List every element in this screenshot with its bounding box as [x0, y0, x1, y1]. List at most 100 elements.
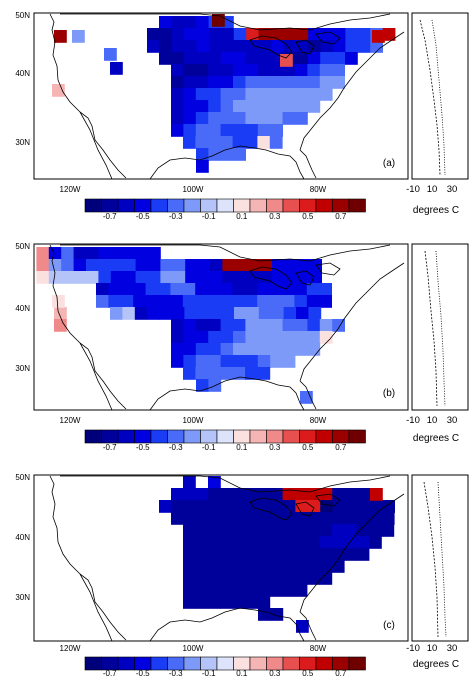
grid-cell [172, 307, 185, 320]
grid-cell [196, 52, 209, 65]
grid-cell [209, 307, 222, 320]
colorbar-box [117, 656, 135, 671]
lon-tick-120w: 120W [60, 416, 81, 425]
grid-cell [207, 136, 221, 149]
grid-cell [148, 247, 161, 260]
grid-cell [307, 512, 321, 525]
grid-cell [283, 40, 297, 53]
coastline-path [315, 262, 341, 276]
profile-line-2 [435, 250, 446, 407]
colorbar-tick-label: -0.7 [103, 212, 117, 221]
colorbar-tick-label: -0.3 [169, 212, 183, 221]
grid-cell [232, 596, 246, 609]
grid-cell [208, 52, 222, 65]
grid-cell [245, 331, 259, 344]
grid-cell [270, 319, 283, 332]
grid-cell [270, 331, 283, 344]
grid-cell [381, 512, 395, 525]
grid-cell [345, 28, 359, 41]
colorbar-tick-label: 0.1 [236, 669, 248, 678]
grid-cell [208, 76, 221, 89]
grid-cell [382, 28, 396, 41]
grid-cell [233, 88, 246, 101]
grid-cell [171, 124, 184, 137]
grid-cell [271, 40, 284, 53]
grid-cell [196, 28, 210, 41]
colorbar-box [84, 198, 102, 213]
colorbar-box [101, 198, 119, 213]
grid-cell [356, 524, 370, 537]
grid-cell [232, 524, 246, 537]
grid-cell [269, 136, 283, 149]
grid-cell [36, 259, 50, 272]
colorbar-tick-label: -0.7 [103, 443, 117, 452]
grid-cell [61, 247, 74, 260]
colorbar-tick-label: 0.5 [302, 443, 314, 452]
grid-cell [220, 355, 234, 368]
grid-cell [295, 64, 308, 77]
grid-cell [208, 319, 221, 332]
grid-cell [283, 500, 296, 513]
grid-cell [221, 40, 235, 53]
grid-cell [319, 560, 333, 573]
map-border [33, 12, 409, 180]
grid-cell [171, 343, 184, 356]
grid-cell [295, 488, 308, 501]
grid-cell [319, 88, 333, 101]
colorbar-box [348, 198, 366, 213]
grid-cell [110, 307, 123, 320]
panel-letter: (a) [383, 158, 395, 169]
grid-cell [207, 524, 221, 537]
grid-cell [110, 247, 124, 260]
grid-cell [270, 112, 283, 125]
grid-cell [233, 319, 246, 332]
grid-cell [282, 512, 296, 525]
grid-cell [257, 319, 271, 332]
grid-cell [208, 124, 221, 137]
grid-cell [269, 536, 283, 549]
grid-cell [295, 28, 309, 41]
grid-cell [294, 560, 308, 573]
grid-cell [232, 283, 246, 296]
grid-cell [184, 28, 197, 41]
grid-cell [183, 524, 196, 537]
coastline-path [299, 493, 405, 641]
grid-cell [172, 271, 186, 284]
units-label: degrees C [413, 205, 459, 216]
grid-cell [295, 52, 309, 65]
grid-cell [245, 548, 258, 561]
grid-cell [220, 488, 234, 501]
coastline-path [79, 111, 113, 180]
grid-cell [183, 500, 197, 513]
grid-cell [282, 572, 295, 585]
grid-cell [234, 259, 248, 272]
grid-cell [108, 295, 122, 308]
grid-cell [183, 52, 197, 65]
grid-cell [185, 271, 198, 284]
coastline-path [299, 262, 405, 410]
grid-cell [135, 259, 149, 272]
grid-cell [110, 62, 123, 75]
grid-cell [195, 560, 209, 573]
colorbar-box [183, 429, 201, 444]
grid-cell [108, 283, 122, 296]
grid-cell [220, 283, 233, 296]
grid-cell [220, 331, 234, 344]
grid-cell [233, 40, 247, 53]
grid-cell [160, 271, 174, 284]
grid-cell [195, 124, 209, 137]
grid-cell [369, 524, 382, 537]
grid-cell [98, 247, 112, 260]
grid-cell [257, 343, 271, 356]
grid-cell [86, 247, 99, 260]
colorbar-tick-label: 0.7 [335, 212, 347, 221]
grid-cell [207, 367, 221, 380]
grid-cell [197, 271, 211, 284]
side-panel-b [411, 243, 469, 411]
colorbar-box [183, 656, 201, 671]
grid-cell [245, 112, 259, 125]
grid-cell [110, 259, 124, 272]
coastline-path [49, 244, 127, 410]
grid-cell [221, 28, 235, 41]
coastline-path [60, 13, 391, 31]
